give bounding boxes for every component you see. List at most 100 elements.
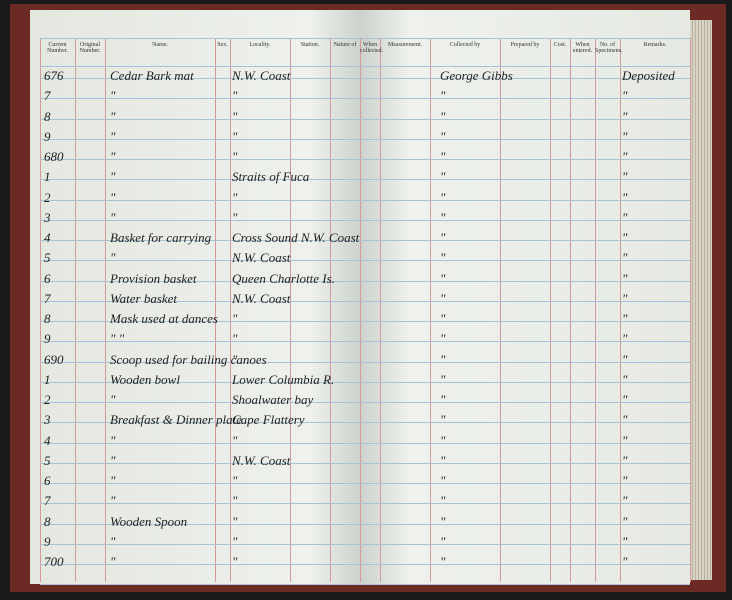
collected-by: " [440,554,446,569]
remarks: " [622,189,628,205]
column-header: When entered. [572,42,593,54]
remarks: " [622,513,628,529]
row-rule [40,503,690,505]
collected-by: " [440,169,446,185]
column-rule [570,38,571,583]
row-rule [40,341,690,343]
name: " [110,209,116,225]
column-header: Nature of [333,42,357,48]
header-rule [40,38,690,39]
row-rule [40,98,690,100]
name: " [110,554,116,569]
collected-by: " [440,189,446,205]
column-header: Remarks. [643,42,667,48]
row-rule [40,564,690,565]
row-rule [40,321,690,322]
column-rule [690,38,691,583]
current-number: 8 [44,513,51,529]
current-number: 7 [44,88,51,104]
remarks: " [622,412,628,428]
column-header: Sex. [217,42,228,48]
name: " [110,432,116,448]
name: Provision basket [110,270,197,286]
remarks: " [622,209,628,225]
name: Scoop used for bailing canoes [110,351,267,367]
locality: " [232,351,238,367]
current-number: 680 [44,149,64,164]
collected-by: " [440,250,446,266]
row-rule [40,118,690,120]
locality: Queen Charlotte Is. [232,270,335,286]
column-header: Station. [300,42,320,48]
remarks: " [622,169,628,185]
remarks: " [622,311,628,326]
row-rule [40,260,690,262]
column-rule [230,38,231,583]
current-number: 5 [44,250,51,266]
row-rule [40,483,690,484]
remarks: " [622,452,628,468]
column-rule [40,38,41,583]
name: Cedar Bark mat [110,68,194,83]
column-rule [430,38,431,583]
row-rule [40,523,690,525]
collected-by: " [440,290,446,306]
collected-by: " [440,432,446,448]
name: Mask used at dances [110,311,218,326]
collected-by: " [440,331,446,347]
collected-by: " [440,108,446,124]
locality: " [232,473,238,488]
name: Breakfast & Dinner plate [110,412,243,428]
row-rule [40,78,690,79]
name: Water basket [110,290,178,306]
row-rule [40,422,690,424]
locality: N.W. Coast [232,68,291,83]
row-rule [40,199,690,201]
remarks: " [622,371,628,387]
column-rule [75,38,76,583]
collected-by: " [440,493,446,509]
name: " [110,493,116,509]
remarks: " [622,392,628,407]
name: Wooden bowl [110,371,180,387]
locality: N.W. Coast [232,250,291,266]
row-rule [40,442,690,444]
current-number: 4 [44,432,51,448]
column-rule [380,38,381,583]
locality: " [232,331,238,347]
locality: " [232,533,238,549]
locality: N.W. Coast [232,290,291,306]
collected-by: " [440,533,446,549]
column-rule [105,38,106,583]
locality: Shoalwater bay [232,392,314,407]
row-rule [40,300,690,302]
column-header: Original Number. [79,42,101,54]
column-header: Prepared by [510,42,540,48]
column-header: Cost. [553,42,567,48]
row-rule [40,462,690,464]
name: Basket for carrying [110,230,212,245]
name: " [110,250,116,266]
current-number: 9 [44,331,51,347]
current-number: 3 [44,209,51,225]
collected-by: " [440,392,446,407]
name: " [110,88,116,104]
locality: " [232,493,238,509]
column-rule [215,38,216,583]
locality: " [232,311,238,326]
name: " [110,128,116,144]
name: " [110,452,116,468]
locality: " [232,209,238,225]
collected-by: " [440,311,446,326]
remarks: " [622,432,628,448]
row-rule [40,381,690,383]
remarks: " [622,473,628,488]
name: " [110,189,116,205]
collected-by: " [440,128,446,144]
name: " [110,473,116,488]
current-number: 7 [44,290,51,306]
row-rule [40,584,690,586]
column-rule [360,38,361,583]
remarks: " [622,230,628,245]
